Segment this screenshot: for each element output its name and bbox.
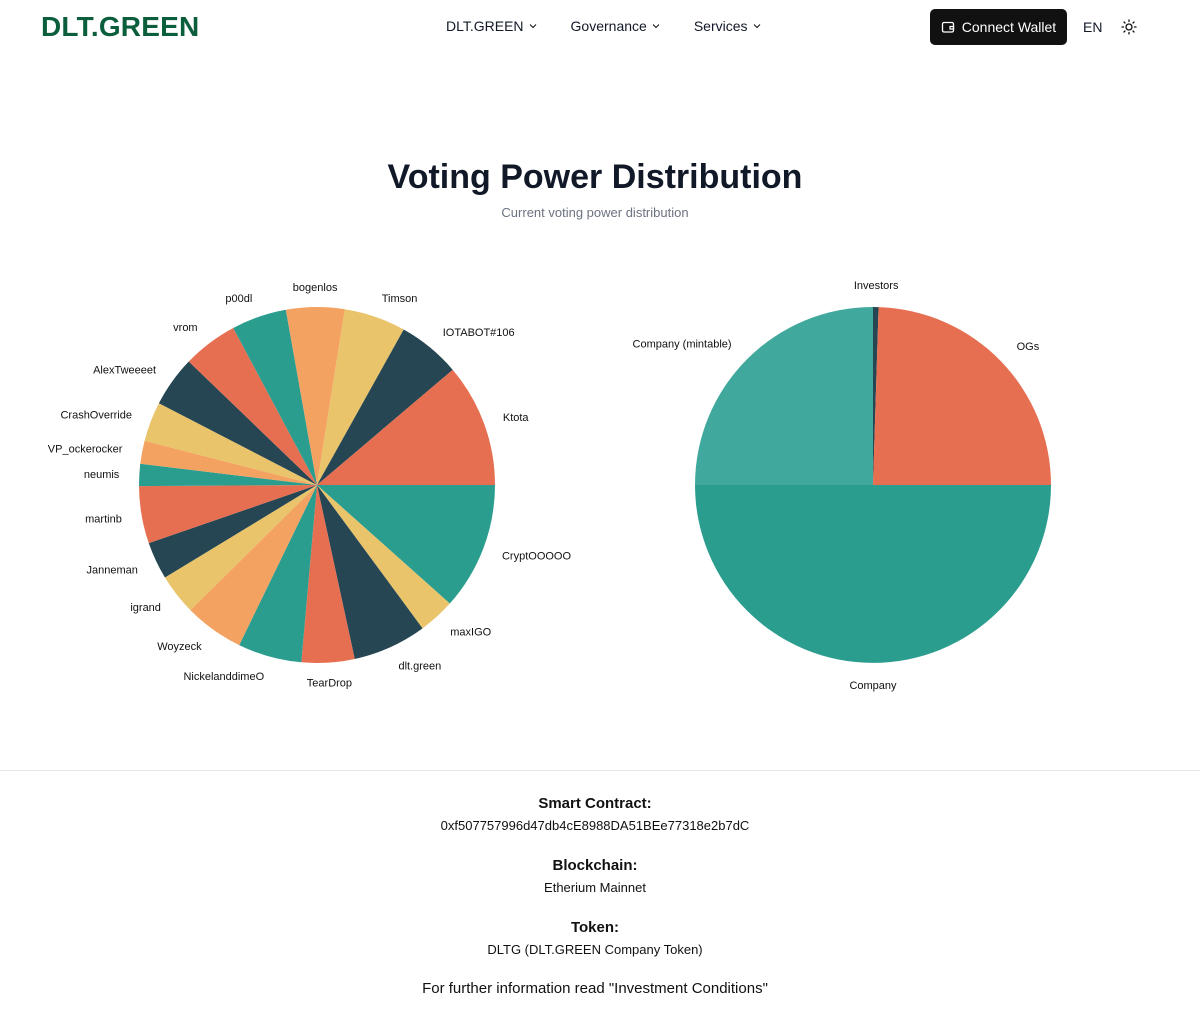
- pie-slice[interactable]: [188, 327, 317, 485]
- pie-slice[interactable]: [158, 361, 317, 485]
- page-subtitle: Current voting power distribution: [501, 205, 689, 220]
- pie-slice-label: Company: [849, 680, 897, 692]
- pie-slice[interactable]: [317, 485, 450, 629]
- pie-slice[interactable]: [239, 485, 317, 663]
- pie-slice[interactable]: [139, 463, 317, 487]
- pie-slice[interactable]: [148, 485, 317, 578]
- pie-slice[interactable]: [233, 309, 317, 485]
- pie-slice-label: TearDrop: [307, 678, 352, 690]
- page-title: Voting Power Distribution: [387, 158, 803, 196]
- pie-slice-label: martinb: [85, 513, 122, 525]
- nav-menu: DLT.GREEN Governance Services: [446, 18, 795, 34]
- allocation-pie-chart: Company Company (mintable) Investors OGs: [633, 280, 1051, 692]
- connect-wallet-label: Connect Wallet: [961, 19, 1057, 35]
- pie-slice[interactable]: [285, 307, 345, 485]
- nav-item-label: Services: [693, 18, 748, 34]
- chevron-down-icon: [652, 24, 660, 29]
- token-value: DLTG (DLT.GREEN Company Token): [487, 942, 703, 957]
- nav-item-label: DLT.GREEN: [446, 18, 524, 34]
- pie-slice[interactable]: [873, 307, 879, 485]
- pie-slice-label: bogenlos: [293, 282, 338, 294]
- chevron-down-icon: [529, 24, 536, 29]
- pie-slice-label: Janneman: [86, 564, 137, 576]
- investment-conditions-link[interactable]: For further information read "Investment…: [422, 980, 768, 997]
- pie-slice-label: p00dl: [225, 293, 252, 305]
- pie-slice[interactable]: [190, 485, 317, 646]
- pie-slice-label: igrand: [130, 602, 161, 614]
- pie-slice-label: neumis: [84, 469, 120, 481]
- pie-slice-label: IOTABOT#106: [443, 327, 515, 339]
- smart-contract-label: Smart Contract:: [538, 795, 652, 812]
- pie-slice[interactable]: [139, 485, 317, 544]
- blockchain-value: Etherium Mainnet: [544, 880, 646, 895]
- pie-slice[interactable]: [317, 485, 495, 604]
- pie-slice-label: CrashOverride: [60, 409, 132, 421]
- nav-item-label: Governance: [570, 18, 647, 34]
- nav-item-services[interactable]: Services: [694, 18, 761, 34]
- pie-slice-label: Timson: [382, 293, 418, 305]
- connect-wallet-button[interactable]: Connect Wallet: [930, 9, 1067, 45]
- pie-slice[interactable]: [317, 485, 423, 659]
- pie-slice[interactable]: [301, 485, 355, 663]
- pie-slice[interactable]: [317, 309, 404, 485]
- pie-slice[interactable]: [164, 485, 317, 611]
- pie-slice-label: AlexTweeeet: [93, 365, 156, 377]
- pie-slice[interactable]: [144, 403, 317, 485]
- pie-slice[interactable]: [317, 329, 453, 485]
- token-label: Token:: [570, 919, 620, 936]
- pie-slice-label: OGs: [1017, 341, 1040, 353]
- logo[interactable]: DLT.GREEN: [41, 11, 200, 42]
- chevron-down-icon: [753, 24, 760, 29]
- pie-slice-label: dlt.green: [398, 660, 441, 672]
- pie-slice-label: Investors: [854, 280, 899, 292]
- wallet-icon: [941, 21, 954, 33]
- pie-slice[interactable]: [140, 440, 317, 485]
- divider: [0, 770, 1200, 771]
- smart-contract-address: 0xf507757996d47db4cE8988DA51BEe77318e2b7…: [440, 818, 750, 833]
- language-selector[interactable]: EN: [1083, 19, 1103, 35]
- pie-slice-label: Woyzeck: [157, 641, 202, 653]
- pie-slice-label: Company (mintable): [633, 339, 732, 351]
- pie-slice-label: vrom: [173, 322, 197, 334]
- navbar: DLT.GREEN DLT.GREEN Governance Services …: [0, 0, 1200, 56]
- pie-slice-label: NickelanddimeO: [183, 671, 264, 683]
- token-info: Token: DLTG (DLT.GREEN Company Token): [0, 919, 1190, 957]
- pie-slice[interactable]: [317, 369, 495, 485]
- pie-slice-label: CryptOOOOO: [502, 551, 572, 563]
- pie-slice-label: VP_ockerocker: [48, 444, 123, 456]
- pie-slice[interactable]: [695, 307, 873, 485]
- nav-item-governance[interactable]: Governance: [571, 18, 660, 34]
- nav-item-dlt-green[interactable]: DLT.GREEN: [446, 18, 537, 34]
- pie-slice-label: Ktota: [503, 412, 530, 424]
- pie-slice[interactable]: [695, 485, 1051, 663]
- pie-slice[interactable]: [873, 307, 1051, 485]
- pie-slice-label: maxIGO: [450, 626, 491, 638]
- blockchain-info: Blockchain: Etherium Mainnet: [0, 857, 1190, 895]
- voting-power-pie-chart: CryptOOOOO maxIGO dlt.green TearDrop Nickela…: [48, 282, 572, 690]
- sun-icon[interactable]: [1121, 19, 1137, 35]
- smart-contract-info: Smart Contract: 0xf507757996d47db4cE8988…: [0, 795, 1190, 833]
- blockchain-label: Blockchain:: [552, 857, 638, 874]
